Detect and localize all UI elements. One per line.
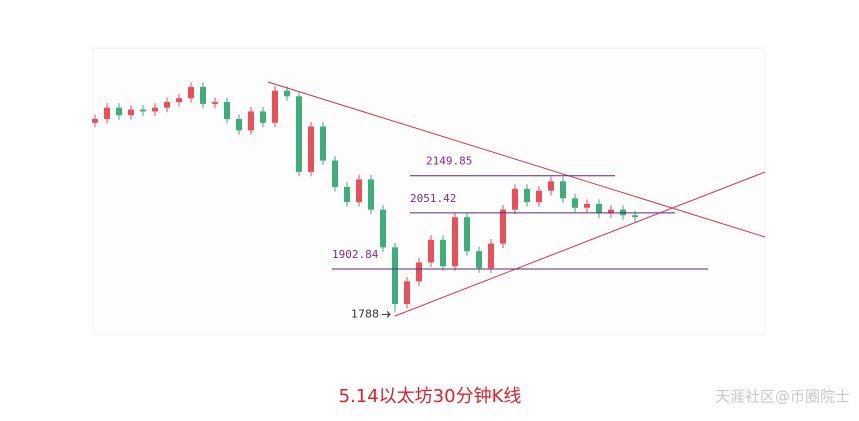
candle-body <box>584 203 590 208</box>
candle-body <box>104 107 110 119</box>
candle-body <box>488 243 494 269</box>
low-label: 1788 <box>351 307 379 320</box>
candle-body <box>440 239 446 267</box>
caption: 5.14以太坊30分钟K线 <box>339 386 522 407</box>
candle-body <box>92 118 98 123</box>
levels: 2149.85 2051.42 1902.84 1788 <box>332 155 708 320</box>
candle-body <box>500 209 506 244</box>
lower-trendline <box>394 171 766 317</box>
level-label: 2051.42 <box>410 192 456 205</box>
candle-body <box>224 102 230 119</box>
low-arrow <box>382 310 391 318</box>
candle-body <box>284 90 290 97</box>
candle-body <box>536 190 542 203</box>
candle-body <box>272 90 278 123</box>
candle-body <box>608 209 614 214</box>
candle-body <box>632 215 638 218</box>
candle-body <box>260 111 266 123</box>
candle-body <box>596 203 602 214</box>
candle-body <box>512 188 518 210</box>
candle-body <box>152 107 158 112</box>
candle-body <box>332 160 338 187</box>
candle-body <box>236 118 242 131</box>
candle-body <box>248 111 254 131</box>
candle-body <box>428 239 434 263</box>
candle-body <box>200 86 206 104</box>
candle-body <box>572 198 578 208</box>
candle-body <box>560 181 566 199</box>
level-label: 2149.85 <box>426 155 472 168</box>
candle-body <box>380 209 386 248</box>
candle-body <box>404 281 410 305</box>
candles <box>92 82 638 313</box>
level-label: 1902.84 <box>332 248 379 261</box>
candle-body <box>368 179 374 210</box>
watermark: 天涯社区@币圈院士 <box>715 388 850 406</box>
candle-body <box>356 179 362 203</box>
candle-body <box>116 107 122 116</box>
candle-body <box>176 98 182 103</box>
candle-body <box>296 96 302 172</box>
candle-body <box>140 109 146 112</box>
candle-body <box>452 217 458 267</box>
candle-body <box>164 102 170 108</box>
candle-body <box>476 251 482 269</box>
candle-body <box>344 186 350 203</box>
candle-body <box>320 126 326 161</box>
upper-trendline <box>267 81 766 238</box>
candle-body <box>524 188 530 203</box>
candle-body <box>464 217 470 252</box>
candle-body <box>392 247 398 305</box>
candle-body <box>128 109 134 116</box>
candle-body <box>308 126 314 172</box>
candle-body <box>416 262 422 282</box>
candle-body <box>188 86 194 99</box>
candle-body <box>548 181 554 191</box>
candle-body <box>212 102 218 104</box>
